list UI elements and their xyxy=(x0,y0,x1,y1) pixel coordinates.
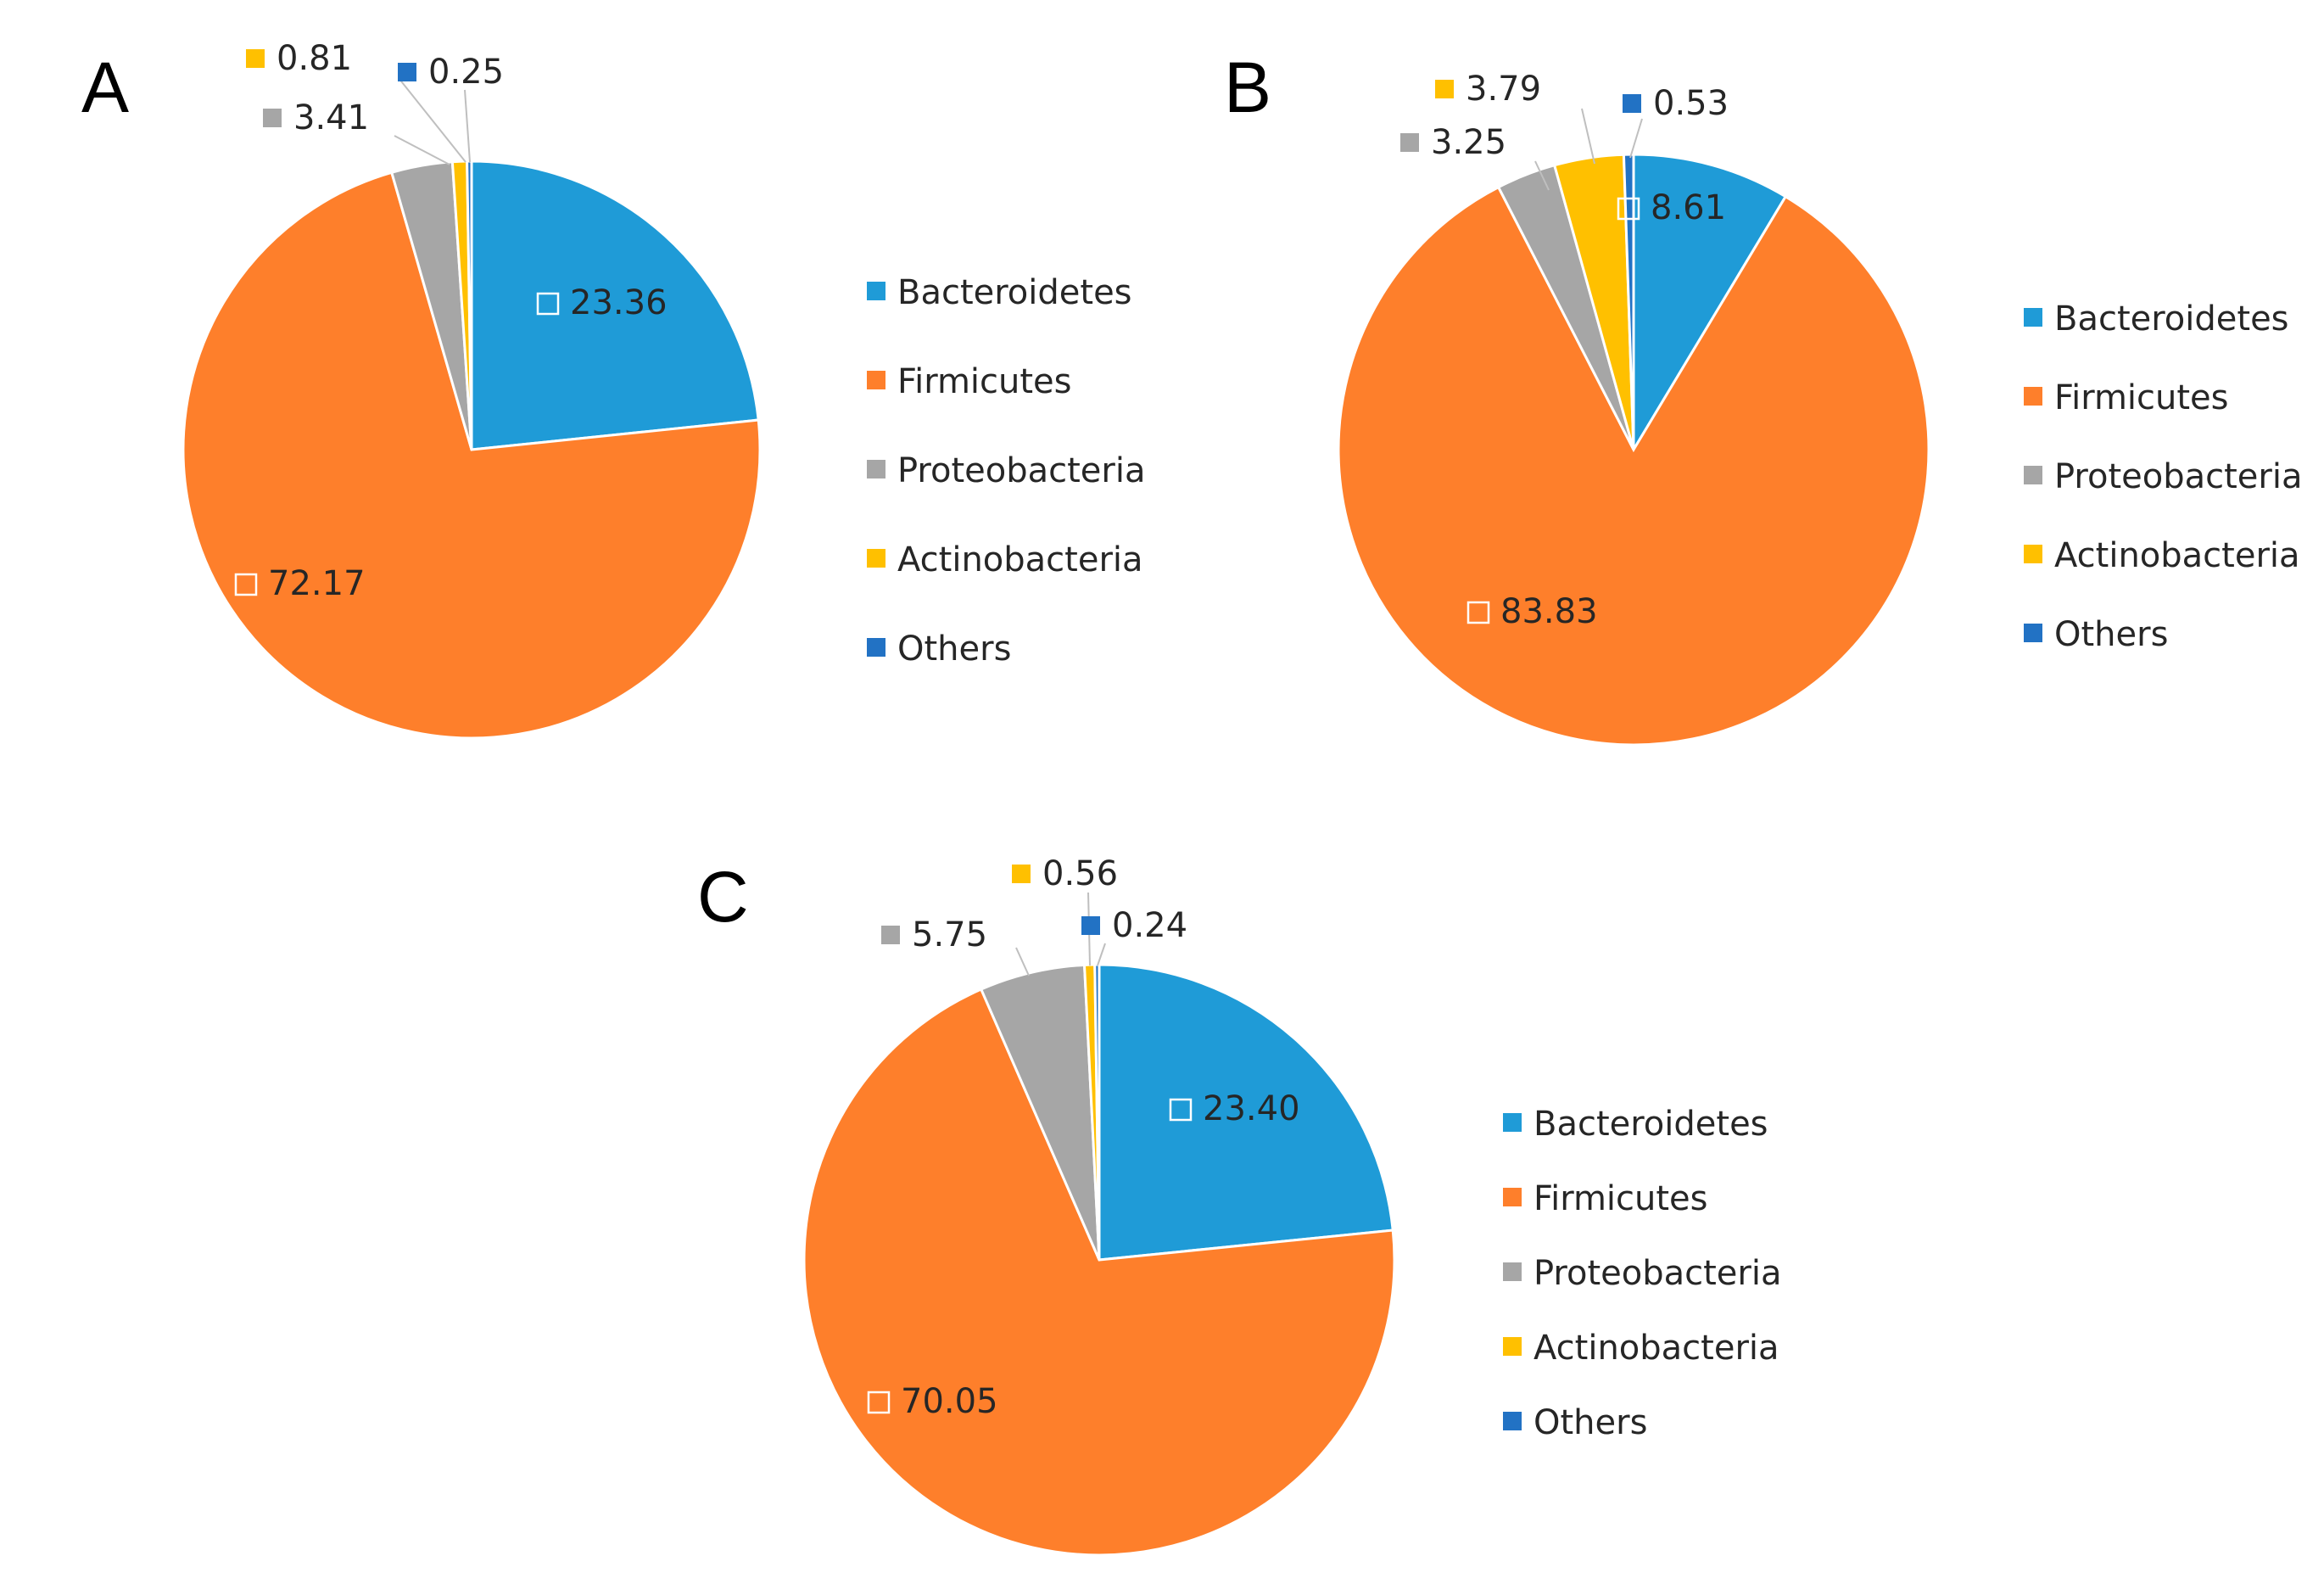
data-label-actinobacteria: 0.56 xyxy=(1042,854,1118,893)
data-label-marker-actinobacteria xyxy=(1435,80,1454,98)
pie-panel-b: B 8.61 83.83 3.25 3.79 0.53 Bacteroidetes Firmi… xyxy=(1224,48,2302,747)
legend-swatch-actinobacteria xyxy=(1503,1337,1522,1356)
legend-label-others: Others xyxy=(2054,615,2168,654)
leader-line-proteobacteria xyxy=(394,135,450,165)
legend-swatch-bacteroidetes xyxy=(2024,308,2042,327)
legend-label-proteobacteria: Proteobacteria xyxy=(1534,1254,1781,1293)
data-label-bacteroidetes: 23.40 xyxy=(1203,1089,1300,1128)
data-label-marker-proteobacteria xyxy=(263,109,282,127)
leader-line-others xyxy=(1629,118,1643,159)
leader-line-proteobacteria xyxy=(1015,947,1030,977)
legend-label-proteobacteria: Proteobacteria xyxy=(897,451,1145,490)
legend-label-others: Others xyxy=(1534,1403,1647,1442)
legend-swatch-bacteroidetes xyxy=(867,282,885,300)
data-label-marker-others xyxy=(1623,94,1641,113)
legend-swatch-firmicutes xyxy=(867,371,885,389)
panel-label-c: C xyxy=(697,857,749,937)
legend-label-actinobacteria: Actinobacteria xyxy=(897,540,1143,579)
legend-swatch-others xyxy=(2024,624,2042,642)
pie-panel-c: C 23.40 70.05 5.75 0.56 0.24 Bacteroidetes Firm… xyxy=(697,854,1781,1557)
leader-line-actinobacteria xyxy=(1581,108,1595,165)
data-label-others: 0.24 xyxy=(1112,906,1187,945)
leader-line-actinobacteria xyxy=(398,77,466,163)
data-label-box-bacteroidetes xyxy=(536,292,560,316)
data-label-box-firmicutes xyxy=(234,573,258,596)
legend-label-bacteroidetes: Bacteroidetes xyxy=(1534,1105,1768,1144)
legend-swatch-actinobacteria xyxy=(2024,545,2042,563)
data-label-box-firmicutes xyxy=(1466,601,1490,624)
legend-label-firmicutes: Firmicutes xyxy=(897,362,1072,401)
legend-label-bacteroidetes: Bacteroidetes xyxy=(2054,299,2289,339)
legend-swatch-proteobacteria xyxy=(1503,1262,1522,1281)
data-label-box-bacteroidetes xyxy=(1617,197,1640,221)
legend-swatch-firmicutes xyxy=(1503,1188,1522,1206)
data-label-box-firmicutes xyxy=(867,1391,891,1414)
legend-swatch-proteobacteria xyxy=(867,460,885,478)
data-label-bacteroidetes: 23.36 xyxy=(570,283,668,322)
leader-line-proteobacteria xyxy=(1534,160,1550,191)
legend-swatch-bacteroidetes xyxy=(1503,1113,1522,1132)
data-label-firmicutes: 72.17 xyxy=(268,564,366,603)
data-label-actinobacteria: 3.79 xyxy=(1466,70,1541,109)
panel-label-a: A xyxy=(81,48,129,127)
data-label-others: 0.53 xyxy=(1653,84,1729,123)
legend-label-proteobacteria: Proteobacteria xyxy=(2054,457,2302,496)
pie-slice-firmicutes xyxy=(1337,185,1930,747)
data-label-actinobacteria: 0.81 xyxy=(277,39,352,78)
pie-slice-bacteroidetes xyxy=(470,160,760,451)
pie-slice-firmicutes xyxy=(182,171,762,740)
leader-line-others xyxy=(1097,943,1106,966)
legend-label-others: Others xyxy=(897,630,1011,669)
data-label-firmicutes: 70.05 xyxy=(901,1382,998,1421)
pie-panel-a: A 23.36 72.17 3.41 0.81 0.25 Bacteroidetes Firm… xyxy=(81,39,1145,740)
pie-slice-bacteroidetes xyxy=(1632,153,1788,455)
pie-slice-others xyxy=(1622,153,1635,451)
data-label-others: 0.25 xyxy=(428,53,504,92)
legend-label-actinobacteria: Actinobacteria xyxy=(1534,1329,1779,1368)
data-label-proteobacteria: 3.41 xyxy=(293,98,369,137)
panel-label-b: B xyxy=(1224,48,1271,127)
data-label-box-bacteroidetes xyxy=(1169,1098,1193,1122)
data-label-marker-proteobacteria xyxy=(1400,133,1419,152)
legend-swatch-others xyxy=(1503,1412,1522,1430)
data-label-proteobacteria: 5.75 xyxy=(912,915,987,954)
legend-swatch-firmicutes xyxy=(2024,387,2042,406)
legend-label-actinobacteria: Actinobacteria xyxy=(2054,536,2300,575)
leader-line-others xyxy=(464,89,471,163)
data-label-bacteroidetes: 8.61 xyxy=(1651,188,1726,227)
legend-label-bacteroidetes: Bacteroidetes xyxy=(897,273,1132,312)
data-label-marker-proteobacteria xyxy=(881,926,900,944)
legend-swatch-others xyxy=(867,638,885,657)
data-label-marker-others xyxy=(398,63,416,81)
legend-label-firmicutes: Firmicutes xyxy=(1534,1179,1708,1218)
pie-slice-bacteroidetes xyxy=(1098,963,1394,1262)
pie-slice-firmicutes xyxy=(802,988,1396,1557)
legend-swatch-actinobacteria xyxy=(867,549,885,568)
legend-swatch-proteobacteria xyxy=(2024,466,2042,484)
data-label-proteobacteria: 3.25 xyxy=(1431,123,1506,162)
data-label-marker-actinobacteria xyxy=(246,49,265,68)
data-label-marker-actinobacteria xyxy=(1012,865,1031,883)
data-label-firmicutes: 83.83 xyxy=(1500,592,1598,631)
legend-label-firmicutes: Firmicutes xyxy=(2054,378,2229,417)
data-label-marker-others xyxy=(1081,916,1100,935)
pie-slice-proteobacteria xyxy=(979,963,1101,1261)
